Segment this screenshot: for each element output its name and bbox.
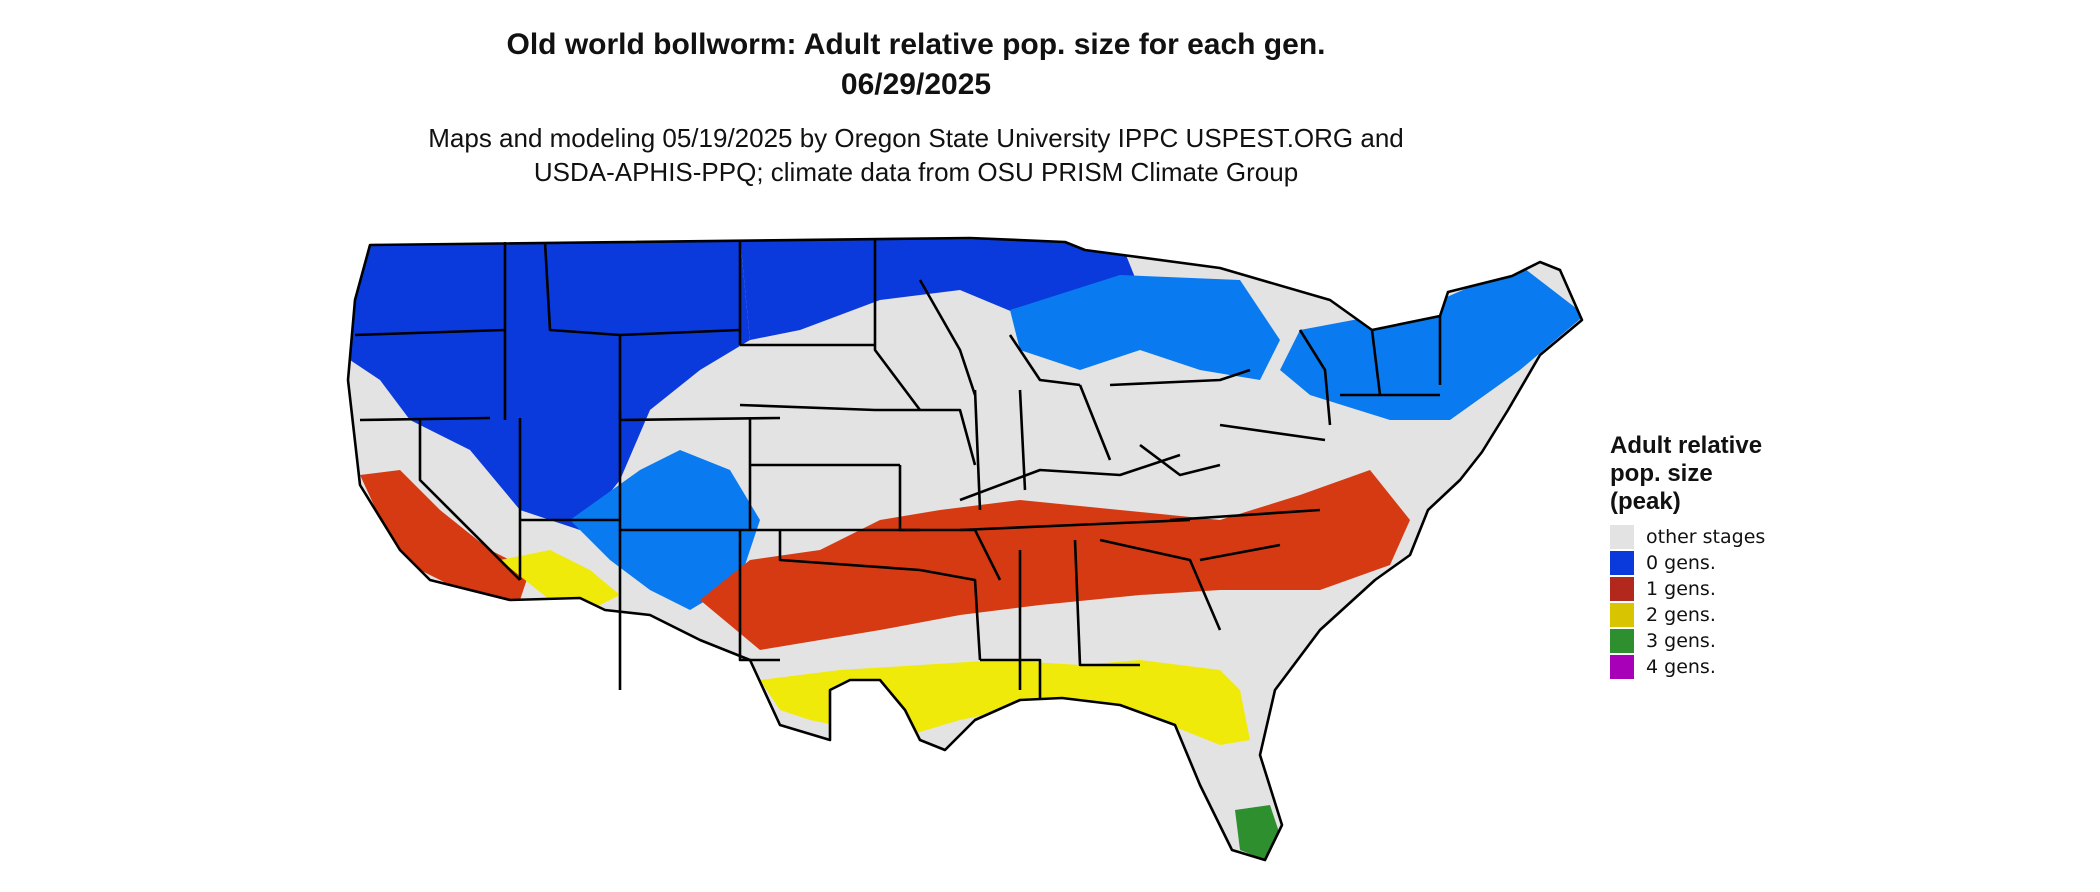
border-vt-nh — [1370, 329, 1382, 396]
legend-title-line: Adult relative — [1610, 432, 1763, 459]
legend: Adult relative pop. size (peak) other st… — [1610, 432, 1910, 680]
legend-label: 3 gens. — [1646, 630, 1716, 652]
legend-item-1-gens: 1 gens. — [1610, 576, 1910, 602]
border-md-de — [1219, 423, 1326, 442]
border-wv-va — [1139, 443, 1221, 477]
zone-two-gen-south — [760, 660, 1250, 745]
border-sd-ne — [739, 403, 876, 412]
border-wy-co — [619, 416, 781, 422]
border-mt-wy — [619, 328, 741, 337]
border-ga-sc — [1099, 538, 1222, 631]
map-credit-line-2: USDA-APHIS-PPQ; climate data from OSU PR… — [533, 157, 1299, 187]
border-tn-ky — [959, 518, 1191, 532]
border-id-mt — [543, 241, 622, 420]
border-nm-tx — [738, 530, 780, 662]
zone-one-gen-california — [360, 470, 530, 600]
border-ia-mo — [875, 408, 977, 466]
legend-title-line: pop. size — [1610, 460, 1713, 487]
map-title: Old world bollworm: Adult relative pop. … — [506, 28, 1326, 61]
legend-swatch — [1610, 551, 1634, 575]
legend-item-other-stages: other stages — [1610, 524, 1910, 550]
legend-item-2-gens: 2 gens. — [1610, 602, 1910, 628]
border-ok-tx — [778, 530, 921, 572]
border-al-ga — [1073, 539, 1140, 667]
legend-label: 4 gens. — [1646, 656, 1716, 678]
border-la-ms — [980, 658, 1042, 700]
border-va-nc — [1169, 508, 1321, 522]
legend-swatch — [1610, 629, 1634, 653]
zone-zero-gen-northeast — [1280, 265, 1582, 420]
us-outline — [346, 236, 1584, 862]
legend-swatch — [1610, 655, 1634, 679]
legend-item-4-gens: 4 gens. — [1610, 654, 1910, 680]
border-wi-mi — [918, 279, 977, 396]
border-or-ca — [359, 416, 491, 422]
border-wa-or — [354, 328, 506, 337]
zone-zero-gen-greatlakes — [1010, 275, 1280, 380]
us-map — [346, 236, 1584, 862]
border-ky-north — [959, 453, 1181, 502]
border-mi-lower — [1008, 334, 1081, 387]
state-borders — [346, 236, 1584, 862]
legend-item-3-gens: 3 gens. — [1610, 628, 1910, 654]
zone-zero-gen-northwest — [350, 238, 750, 530]
map-credit-line-1: Maps and modeling 05/19/2025 by Oregon S… — [428, 123, 1404, 153]
zone-two-gen-southwest — [500, 550, 620, 610]
legend-title-line: (peak) — [1610, 488, 1681, 515]
border-mo-ar — [898, 465, 1002, 581]
border-il-in — [973, 389, 982, 511]
legend-label: 2 gens. — [1646, 604, 1716, 626]
legend-item-0-gens: 0 gens. — [1610, 550, 1910, 576]
border-in-oh — [1018, 389, 1027, 491]
legend-title: Adult relative pop. size (peak) — [1610, 432, 1910, 516]
zone-three-gen-florida — [1235, 805, 1280, 860]
border-oh-pa — [1078, 384, 1112, 461]
legend-swatch — [1610, 525, 1634, 549]
legend-label: other stages — [1646, 526, 1766, 548]
legend-swatch — [1610, 603, 1634, 627]
zone-one-gen-band — [700, 470, 1410, 650]
border-ar-la — [919, 568, 982, 661]
border-nc-sc — [1199, 543, 1281, 562]
map-date: 06/29/2025 — [840, 68, 992, 101]
border-pa-ny — [1109, 368, 1251, 387]
border-ny-ne — [1298, 329, 1332, 426]
border-mn-east — [873, 240, 922, 411]
zone-three-gen-texas — [860, 735, 940, 820]
legend-label: 0 gens. — [1646, 552, 1716, 574]
border-nv-ca — [418, 418, 521, 581]
legend-label: 1 gens. — [1646, 578, 1716, 600]
legend-swatch — [1610, 577, 1634, 601]
